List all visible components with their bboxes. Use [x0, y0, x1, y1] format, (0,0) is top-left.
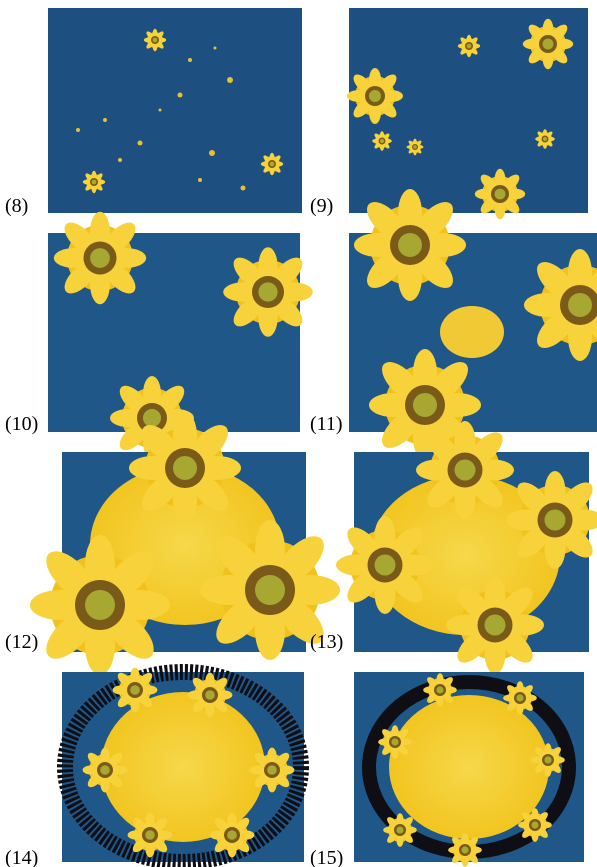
panel: (13) [310, 421, 597, 674]
panel-label: (13) [310, 631, 343, 653]
panel: (10) [5, 212, 313, 460]
panel: (9) [310, 8, 588, 219]
panel-label: (12) [5, 631, 38, 653]
panel: (8) [5, 8, 302, 217]
panel-label: (11) [310, 413, 343, 435]
panel: (11) [310, 189, 597, 461]
panel-label: (15) [310, 847, 343, 867]
panel: (14) [5, 668, 304, 867]
figure: (8) (9) (10) (11) (12) [0, 0, 597, 867]
panel-label: (9) [310, 195, 333, 217]
panel: (15) [310, 672, 584, 867]
panel-label: (10) [5, 413, 38, 435]
panel-label: (8) [5, 195, 28, 217]
panel: (12) [5, 412, 340, 675]
panel-label: (14) [5, 847, 38, 867]
